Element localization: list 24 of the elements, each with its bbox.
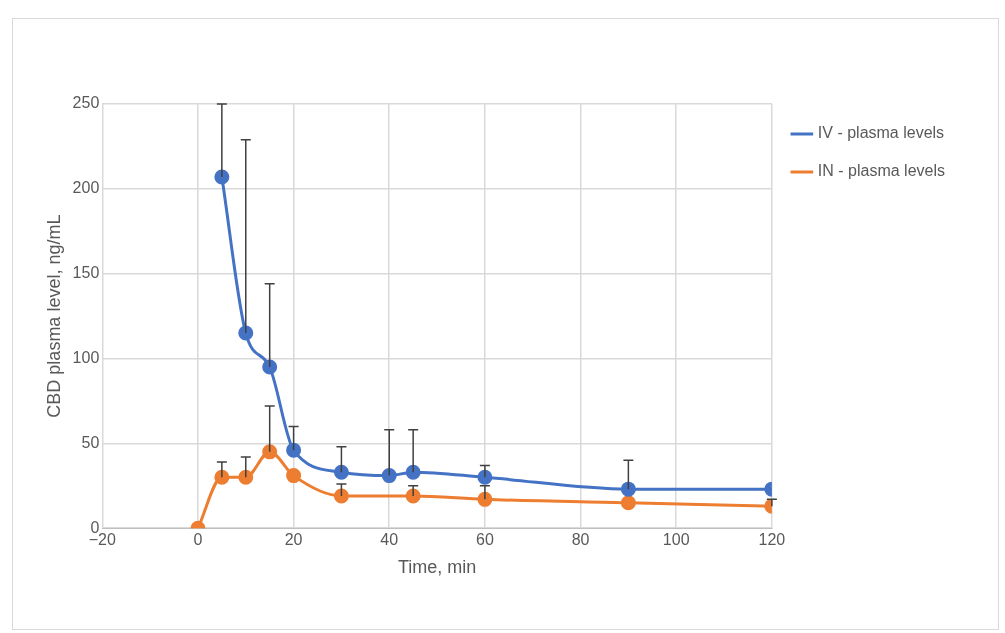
point: [333, 464, 349, 480]
x-tick-label: 100: [662, 531, 690, 549]
point: [286, 468, 302, 484]
y-tick-label: 150: [72, 264, 100, 282]
y-tick-label: 100: [72, 348, 100, 366]
point: [333, 488, 349, 504]
x-tick-label: 80: [571, 531, 590, 549]
y-tick-label: 50: [81, 433, 100, 451]
x-tick-label: 120: [758, 531, 786, 549]
legend-label: IN - plasma levels: [817, 162, 946, 180]
point: [262, 359, 278, 375]
x-tick-label: 40: [380, 531, 399, 549]
point: [620, 495, 636, 511]
point: [262, 444, 278, 460]
y-axis-title: CBD plasma level, ng/mL: [43, 214, 64, 418]
point: [620, 481, 636, 497]
x-tick-label: 0: [193, 531, 203, 549]
x-tick-label: 60: [476, 531, 494, 549]
y-tick-label: 200: [72, 179, 100, 197]
legend-label: IV - plasma levels: [817, 124, 945, 142]
x-axis-title: Time, min: [397, 557, 477, 578]
y-tick-label: 250: [72, 94, 100, 112]
point: [286, 442, 302, 458]
x-tick-label: 20: [284, 531, 303, 549]
